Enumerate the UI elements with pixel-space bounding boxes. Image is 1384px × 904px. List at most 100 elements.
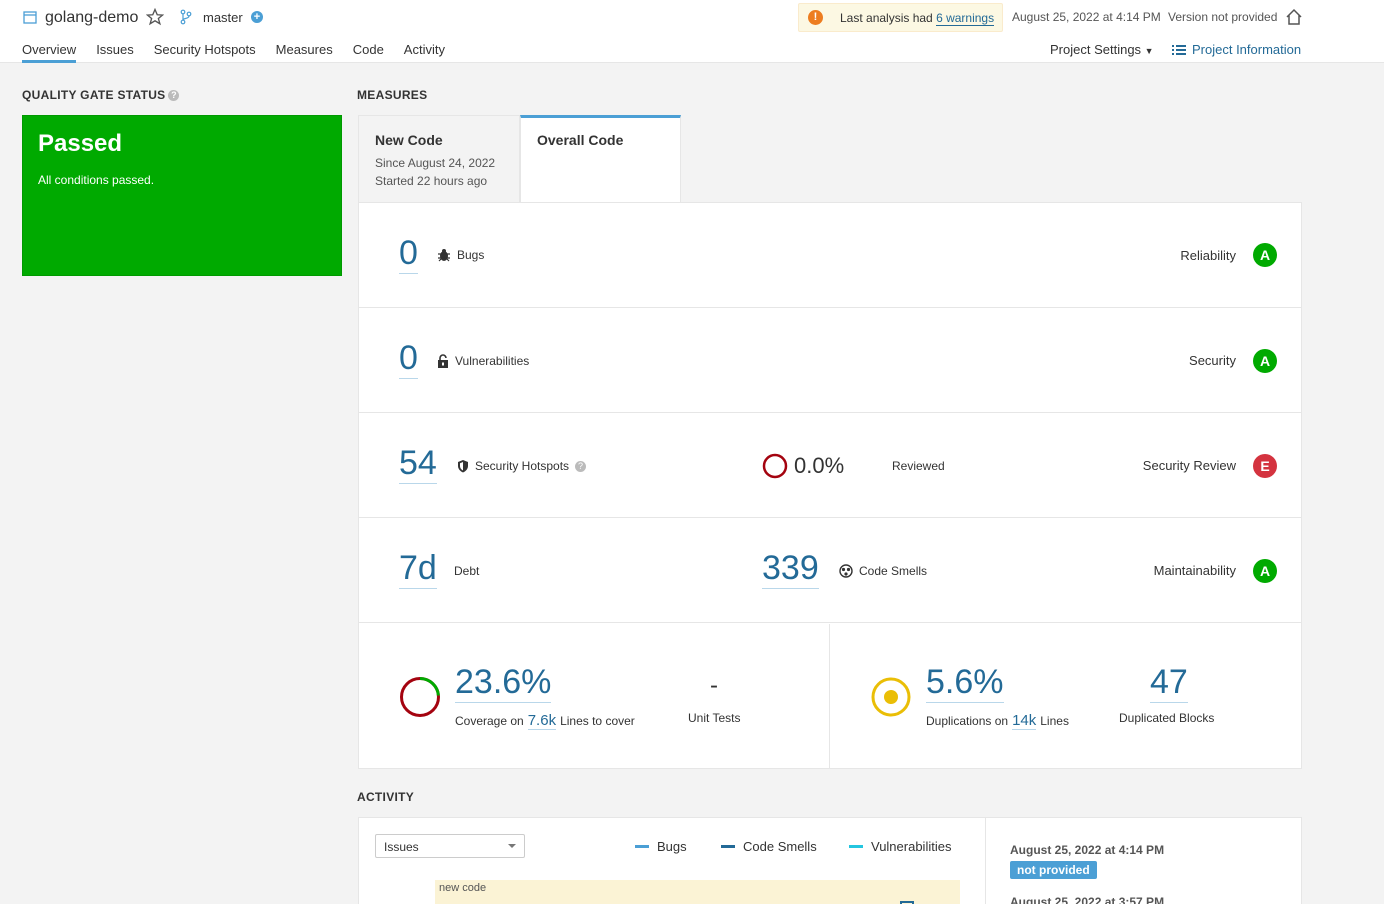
measures-title: MEASURES xyxy=(357,88,428,102)
hotspots-label: Security Hotspots ? xyxy=(457,459,587,473)
shield-icon xyxy=(458,460,468,473)
legend-bugs: Bugs xyxy=(635,839,687,854)
reviewed-value: 0.0% xyxy=(794,453,845,478)
project-settings-label: Project Settings xyxy=(1050,42,1142,57)
unit-tests-value: - xyxy=(710,672,718,699)
help-icon[interactable]: ? xyxy=(168,90,180,101)
new-code-since: Since August 24, 2022 xyxy=(375,156,496,170)
duplicated-blocks-label: Duplicated Blocks xyxy=(1119,711,1215,725)
measures-panel: 0 Bugs Reliability A 0 Vulnerabilities S… xyxy=(358,202,1302,769)
list-icon xyxy=(1172,44,1186,55)
duplicated-lines-label: Lines xyxy=(1040,714,1069,728)
duplicated-lines-value[interactable]: 14k xyxy=(1012,712,1037,730)
legend-code-smells: Code Smells xyxy=(721,839,817,854)
vulnerabilities-row: 0 Vulnerabilities Security A xyxy=(359,308,1301,413)
legend-code-smells-label: Code Smells xyxy=(743,839,817,854)
warnings-link[interactable]: 6 warnings xyxy=(936,11,995,26)
bug-icon xyxy=(438,249,450,262)
reliability-label: Reliability xyxy=(1180,248,1236,263)
star-icon[interactable] xyxy=(146,8,164,26)
quality-gate-status: Passed xyxy=(38,130,123,157)
tab-activity[interactable]: Activity xyxy=(403,42,445,57)
security-rating[interactable]: A xyxy=(1253,349,1277,373)
legend-bugs-swatch xyxy=(635,845,649,848)
tab-security-hotspots[interactable]: Security Hotspots xyxy=(153,42,256,57)
code-smells-value[interactable]: 339 xyxy=(762,549,819,589)
new-code-started: Started 22 hours ago xyxy=(375,174,488,188)
legend-vulnerabilities-swatch xyxy=(849,845,863,848)
code-smells-label-text: Code Smells xyxy=(859,564,928,578)
project-name-link[interactable]: golang-demo xyxy=(45,9,139,26)
warning-icon: ! xyxy=(808,10,823,25)
hotspots-row: 54 Security Hotspots ? 0.0% Reviewed Sec… xyxy=(359,413,1301,518)
tab-issues[interactable]: Issues xyxy=(96,42,134,57)
analysis-date: August 25, 2022 at 4:14 PM xyxy=(1012,10,1161,24)
coverage-duplications-row: 23.6% Coverage on 7.6k Lines to cover - … xyxy=(359,624,1301,769)
duplications-ring-icon xyxy=(871,677,911,717)
branch-icon xyxy=(180,9,192,25)
security-review-rating[interactable]: E xyxy=(1253,454,1277,478)
duplications-subtext: Duplications on 14k Lines xyxy=(926,712,1069,730)
activity-separator xyxy=(985,818,986,904)
project-nav: Overview Issues Security Hotspots Measur… xyxy=(22,42,465,63)
lines-to-cover-value[interactable]: 7.6k xyxy=(527,712,557,730)
lines-to-cover-label: Lines to cover xyxy=(560,714,635,728)
row-divider xyxy=(829,624,830,769)
quality-gate-title-text: QUALITY GATE STATUS xyxy=(22,88,166,102)
history-date[interactable]: August 25, 2022 at 4:14 PM xyxy=(1010,843,1165,857)
top-bar: golang-demo master + ! Last analysis had… xyxy=(0,0,1384,63)
history-date[interactable]: August 25, 2022 at 3:57 PM xyxy=(1010,895,1165,904)
bugs-value[interactable]: 0 xyxy=(399,234,418,274)
tab-new-code-label: New Code xyxy=(375,132,443,148)
code-smell-icon xyxy=(839,564,853,578)
legend-bugs-label: Bugs xyxy=(657,839,687,854)
project-settings-dropdown[interactable]: Project Settings ▼ xyxy=(1050,42,1154,57)
coverage-donut-icon xyxy=(400,677,440,717)
maintainability-rating[interactable]: A xyxy=(1253,559,1277,583)
tab-overview[interactable]: Overview xyxy=(22,42,77,63)
maintainability-label: Maintainability xyxy=(1153,563,1236,578)
coverage-prefix: Coverage on xyxy=(455,714,524,728)
duplications-prefix: Duplications on xyxy=(926,714,1009,728)
duplicated-blocks-value[interactable]: 47 xyxy=(1150,663,1188,703)
project-information-link[interactable]: Project Information xyxy=(1172,42,1301,57)
version-text: Version not provided xyxy=(1168,10,1278,24)
hotspots-value[interactable]: 54 xyxy=(399,444,437,484)
tab-measures[interactable]: Measures xyxy=(275,42,333,57)
tab-new-code[interactable]: New Code Since August 24, 2022 Started 2… xyxy=(358,115,520,203)
security-review-label: Security Review xyxy=(1142,458,1236,473)
unit-tests-label: Unit Tests xyxy=(688,711,741,725)
tab-overall-code[interactable]: Overall Code xyxy=(520,115,681,203)
code-smells-label: Code Smells xyxy=(839,564,927,578)
graph-marker xyxy=(900,901,914,904)
hotspots-label-text: Security Hotspots xyxy=(475,459,570,473)
branch-plus-icon[interactable]: + xyxy=(251,11,263,23)
legend-vulnerabilities-label: Vulnerabilities xyxy=(871,839,952,854)
bugs-label: Bugs xyxy=(437,248,484,262)
security-label: Security xyxy=(1189,353,1236,368)
tab-overall-code-label: Overall Code xyxy=(537,132,624,148)
home-icon[interactable] xyxy=(1285,8,1303,26)
analysis-warning-banner: ! Last analysis had 6 warnings xyxy=(798,3,1003,32)
hotspots-help-icon[interactable]: ? xyxy=(575,460,587,472)
caret-down-icon: ▼ xyxy=(1144,46,1154,56)
vulnerabilities-label: Vulnerabilities xyxy=(437,354,529,368)
tab-code[interactable]: Code xyxy=(352,42,384,57)
coverage-subtext: Coverage on 7.6k Lines to cover xyxy=(455,712,635,730)
coverage-value[interactable]: 23.6% xyxy=(455,663,552,703)
quality-gate-title: QUALITY GATE STATUS? xyxy=(22,88,180,102)
activity-graph-select[interactable]: Issues xyxy=(375,834,525,858)
bugs-row: 0 Bugs Reliability A xyxy=(359,203,1301,308)
quality-gate-conditions: All conditions passed. xyxy=(38,173,155,187)
legend-code-smells-swatch xyxy=(721,845,735,848)
activity-title: ACTIVITY xyxy=(357,790,415,804)
maintainability-row: 7d Debt 339 Code Smells Maintainability … xyxy=(359,518,1301,623)
reviewed-ring-icon xyxy=(762,453,788,479)
branch-name[interactable]: master xyxy=(203,10,243,25)
reliability-rating[interactable]: A xyxy=(1253,243,1277,267)
vulnerabilities-value[interactable]: 0 xyxy=(399,339,418,379)
history-version-badge: not provided xyxy=(1010,861,1097,879)
duplications-value[interactable]: 5.6% xyxy=(926,663,1004,703)
debt-value[interactable]: 7d xyxy=(399,549,437,589)
activity-select-value: Issues xyxy=(384,840,419,854)
